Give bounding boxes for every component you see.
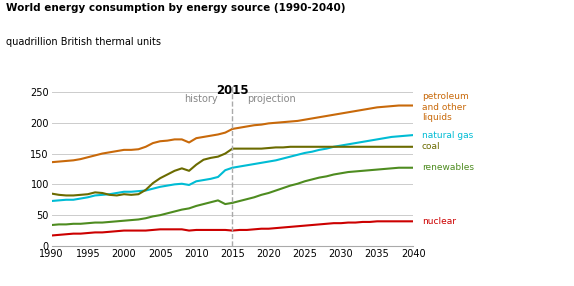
Text: nuclear: nuclear [422,217,456,226]
Text: 2015: 2015 [216,84,249,97]
Text: World energy consumption by energy source (1990-2040): World energy consumption by energy sourc… [6,3,345,13]
Text: coal: coal [422,142,440,151]
Text: projection: projection [247,94,296,104]
Text: history: history [184,94,218,104]
Text: natural gas: natural gas [422,131,473,140]
Text: quadrillion British thermal units: quadrillion British thermal units [6,37,161,47]
Text: petroleum
and other
liquids: petroleum and other liquids [422,92,468,122]
Text: renewables: renewables [422,163,474,172]
